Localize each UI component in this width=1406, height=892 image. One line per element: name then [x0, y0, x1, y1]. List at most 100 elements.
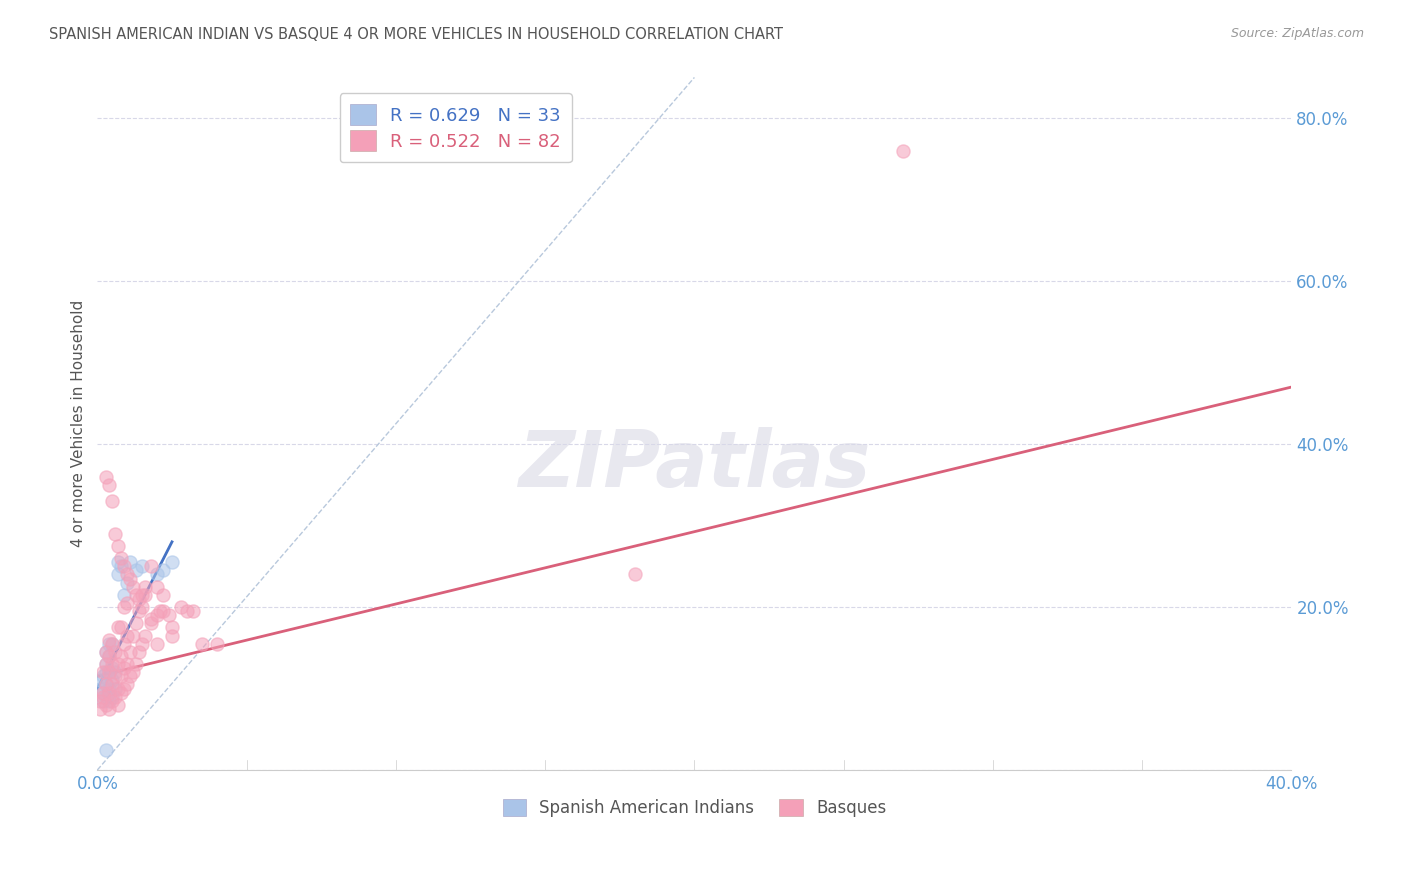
Point	[139, 616, 162, 631]
Point	[101, 694, 124, 708]
Point	[623, 567, 645, 582]
Point	[128, 645, 150, 659]
Point	[104, 669, 127, 683]
Legend: Spanish American Indians, Basques: Spanish American Indians, Basques	[496, 792, 893, 824]
Point	[146, 580, 169, 594]
Point	[101, 637, 124, 651]
Point	[112, 600, 135, 615]
Point	[160, 555, 183, 569]
Point	[170, 600, 193, 615]
Point	[101, 673, 124, 688]
Point	[101, 677, 124, 691]
Point	[120, 645, 142, 659]
Point	[101, 661, 124, 675]
Text: ZIPatlas: ZIPatlas	[519, 427, 870, 503]
Point	[120, 555, 142, 569]
Point	[131, 637, 153, 651]
Point	[157, 608, 180, 623]
Point	[115, 567, 138, 582]
Point	[89, 702, 111, 716]
Point	[104, 681, 127, 696]
Point	[146, 637, 169, 651]
Point	[112, 559, 135, 574]
Point	[125, 616, 148, 631]
Point	[160, 620, 183, 634]
Point	[96, 690, 118, 704]
Point	[134, 588, 156, 602]
Point	[107, 567, 129, 582]
Point	[134, 580, 156, 594]
Point	[115, 677, 138, 691]
Point	[107, 539, 129, 553]
Point	[101, 494, 124, 508]
Point	[152, 604, 174, 618]
Point	[98, 681, 121, 696]
Point	[91, 665, 114, 680]
Point	[96, 469, 118, 483]
Point	[110, 620, 132, 634]
Text: Source: ZipAtlas.com: Source: ZipAtlas.com	[1230, 27, 1364, 40]
Point	[91, 669, 114, 683]
Point	[104, 665, 127, 680]
Point	[149, 604, 172, 618]
Point	[112, 661, 135, 675]
Point	[96, 657, 118, 671]
Point	[112, 588, 135, 602]
Point	[91, 685, 114, 699]
Point	[98, 632, 121, 647]
Point	[107, 657, 129, 671]
Point	[91, 694, 114, 708]
Point	[96, 677, 118, 691]
Point	[110, 669, 132, 683]
Point	[122, 580, 145, 594]
Point	[89, 681, 111, 696]
Point	[120, 669, 142, 683]
Point	[98, 648, 121, 663]
Point	[139, 612, 162, 626]
Point	[104, 526, 127, 541]
Point	[205, 637, 228, 651]
Point	[120, 572, 142, 586]
Point	[96, 645, 118, 659]
Point	[89, 694, 111, 708]
Point	[107, 555, 129, 569]
Point	[128, 604, 150, 618]
Point	[115, 575, 138, 590]
Point	[89, 673, 111, 688]
Point	[101, 657, 124, 671]
Point	[122, 629, 145, 643]
Point	[101, 637, 124, 651]
Point	[96, 742, 118, 756]
Point	[125, 657, 148, 671]
Point	[96, 665, 118, 680]
Point	[101, 690, 124, 704]
Point	[112, 637, 135, 651]
Point	[107, 681, 129, 696]
Point	[98, 478, 121, 492]
Point	[110, 685, 132, 699]
Point	[146, 608, 169, 623]
Point	[134, 629, 156, 643]
Point	[96, 677, 118, 691]
Point	[146, 567, 169, 582]
Point	[110, 559, 132, 574]
Point	[98, 694, 121, 708]
Y-axis label: 4 or more Vehicles in Household: 4 or more Vehicles in Household	[72, 300, 86, 548]
Point	[104, 645, 127, 659]
Point	[125, 588, 148, 602]
Point	[131, 588, 153, 602]
Point	[122, 665, 145, 680]
Point	[115, 629, 138, 643]
Point	[98, 665, 121, 680]
Point	[98, 648, 121, 663]
Point	[110, 648, 132, 663]
Point	[96, 645, 118, 659]
Point	[98, 665, 121, 680]
Point	[96, 698, 118, 712]
Point	[125, 563, 148, 577]
Point	[107, 698, 129, 712]
Point	[131, 600, 153, 615]
Point	[110, 551, 132, 566]
Point	[112, 681, 135, 696]
Point	[152, 563, 174, 577]
